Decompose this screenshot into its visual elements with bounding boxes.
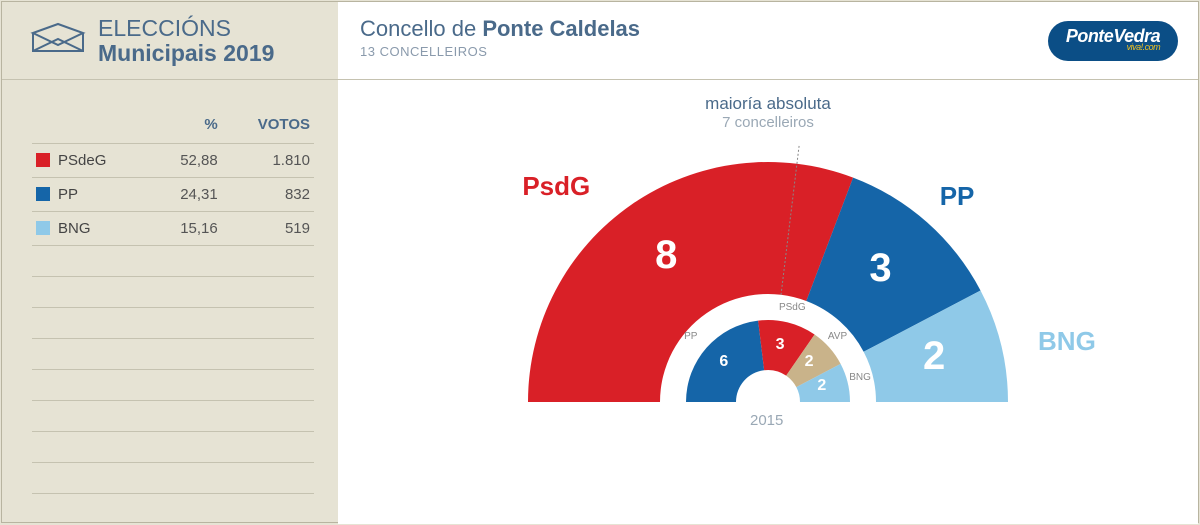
header-mid: Concello de Ponte Caldelas 13 CONCELLEIR… [338,2,1028,79]
envelope-icon [30,21,86,61]
table-row [32,308,314,339]
header-right: PonteVedra viva!.com [1028,2,1198,79]
inner-label-PP: PP [684,331,697,342]
pontevedra-logo: PonteVedra viva!.com [1048,21,1178,61]
table-row [32,401,314,432]
seat-count-PP: 3 [869,246,891,291]
header-left: ELECCIÓNS Municipais 2019 [2,2,338,79]
col-party [32,110,152,144]
inner-year: 2015 [750,412,783,429]
majority-label: maioría absoluta 7 concelleiros [338,94,1198,131]
table-row [32,277,314,308]
seat-count-PsdG: 8 [655,233,677,278]
col-votes: VOTOS [222,110,314,144]
table-row [32,432,314,463]
inner-seat-BNG: 2 [817,377,826,395]
header: ELECCIÓNS Municipais 2019 Concello de Po… [2,2,1198,80]
seat-count-BNG: 2 [923,334,945,379]
inner-label-AVP: AVP [828,331,847,342]
elections-year: Municipais 2019 [98,41,274,65]
chart-panel: maioría absoluta 7 concelleiros PsdG 8 PP 3… [338,80,1198,524]
party-label-PsdG: PsdG [522,171,590,202]
table-row [32,339,314,370]
inner-label-PSdG: PSdG [779,302,806,313]
inner-seat-PSdG: 3 [776,336,785,354]
table-row: BNG15,16519 [32,212,314,246]
table-row: PP24,31832 [32,178,314,212]
councillors-subheading: 13 CONCELLEIROS [360,44,1028,59]
col-percent: % [152,110,222,144]
seat-chart: PsdG8PP3BNG2PP6PSdG3AVP2BNG22015 [508,142,1028,422]
results-panel: % VOTOS PSdeG52,881.810PP24,31832BNG15,1… [2,80,338,524]
table-row [32,463,314,494]
party-label-BNG: BNG [1038,326,1096,357]
table-row [32,370,314,401]
table-row [32,246,314,277]
concello-title: Concello de Ponte Caldelas [360,16,1028,42]
party-label-PP: PP [940,181,975,212]
inner-seat-AVP: 2 [805,353,814,371]
elections-label: ELECCIÓNS [98,16,274,40]
table-row: PSdeG52,881.810 [32,144,314,178]
inner-seat-PP: 6 [719,353,728,371]
inner-label-BNG: BNG [849,372,871,383]
results-table: % VOTOS PSdeG52,881.810PP24,31832BNG15,1… [32,110,314,494]
